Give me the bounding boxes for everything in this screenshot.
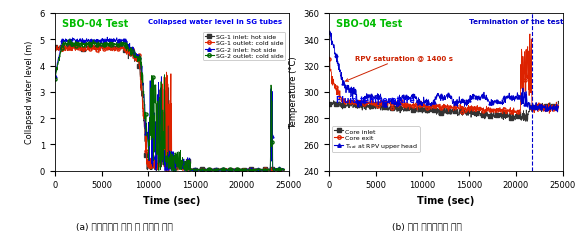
Legend: SG-1 inlet: hot side, SG-1 outlet: cold side, SG-2 inlet: hot side, SG-2 outlet:: SG-1 inlet: hot side, SG-1 outlet: cold … [203,33,286,61]
Text: Collapsed water level in SG tubes: Collapsed water level in SG tubes [148,18,282,24]
Text: (b) 계통 유체온도의 변화: (b) 계통 유체온도의 변화 [392,222,462,231]
Text: SBO-04 Test: SBO-04 Test [336,18,402,29]
X-axis label: Time (sec): Time (sec) [143,195,200,205]
Text: SBO-04 Test: SBO-04 Test [62,18,128,29]
Text: RPV saturation @ 1400 s: RPV saturation @ 1400 s [346,55,453,82]
Y-axis label: Collapsed water level (m): Collapsed water level (m) [25,41,34,144]
Text: Termination of the test: Termination of the test [469,18,564,24]
Text: (a) 증기발생기 튜브 내 수위의 변화: (a) 증기발생기 튜브 내 수위의 변화 [76,222,173,231]
Y-axis label: Temperature (°C): Temperature (°C) [288,56,298,129]
Legend: Core inlet, Core exit, T$_{sat}$ at RPV upper head: Core inlet, Core exit, T$_{sat}$ at RPV … [332,127,419,152]
X-axis label: Time (sec): Time (sec) [417,195,474,205]
Text: Fluid temperature: Fluid temperature [336,96,415,104]
